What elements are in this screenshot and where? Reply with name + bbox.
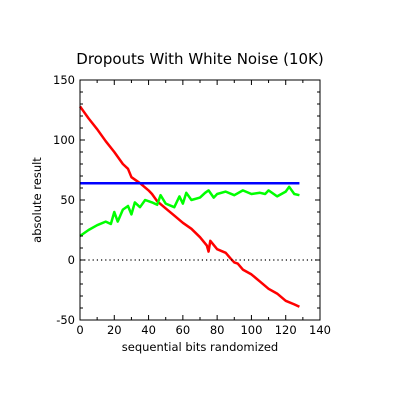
chart-title: Dropouts With White Noise (10K) <box>76 50 323 68</box>
x-tick-label: 80 <box>210 323 225 337</box>
y-tick-label: 0 <box>68 253 75 267</box>
x-tick-label: 120 <box>275 323 297 337</box>
x-tick-label: 60 <box>176 323 191 337</box>
y-axis-label: absolute result <box>30 157 44 243</box>
x-tick-label: 40 <box>141 323 156 337</box>
x-tick-label: 140 <box>309 323 331 337</box>
green-series-line <box>79 185 300 238</box>
x-tick-label: 20 <box>107 323 122 337</box>
x-tick-label: 0 <box>76 323 83 337</box>
series-layer <box>78 105 300 308</box>
y-tick-label: 100 <box>53 133 75 147</box>
y-tick-label: 50 <box>60 193 75 207</box>
red-series-line <box>78 105 300 308</box>
y-tick-label: 150 <box>53 73 75 87</box>
plot-frame <box>79 79 321 321</box>
x-axis-label: sequential bits randomized <box>122 340 278 354</box>
y-tick-label: -50 <box>56 313 75 327</box>
x-tick-label: 100 <box>240 323 262 337</box>
